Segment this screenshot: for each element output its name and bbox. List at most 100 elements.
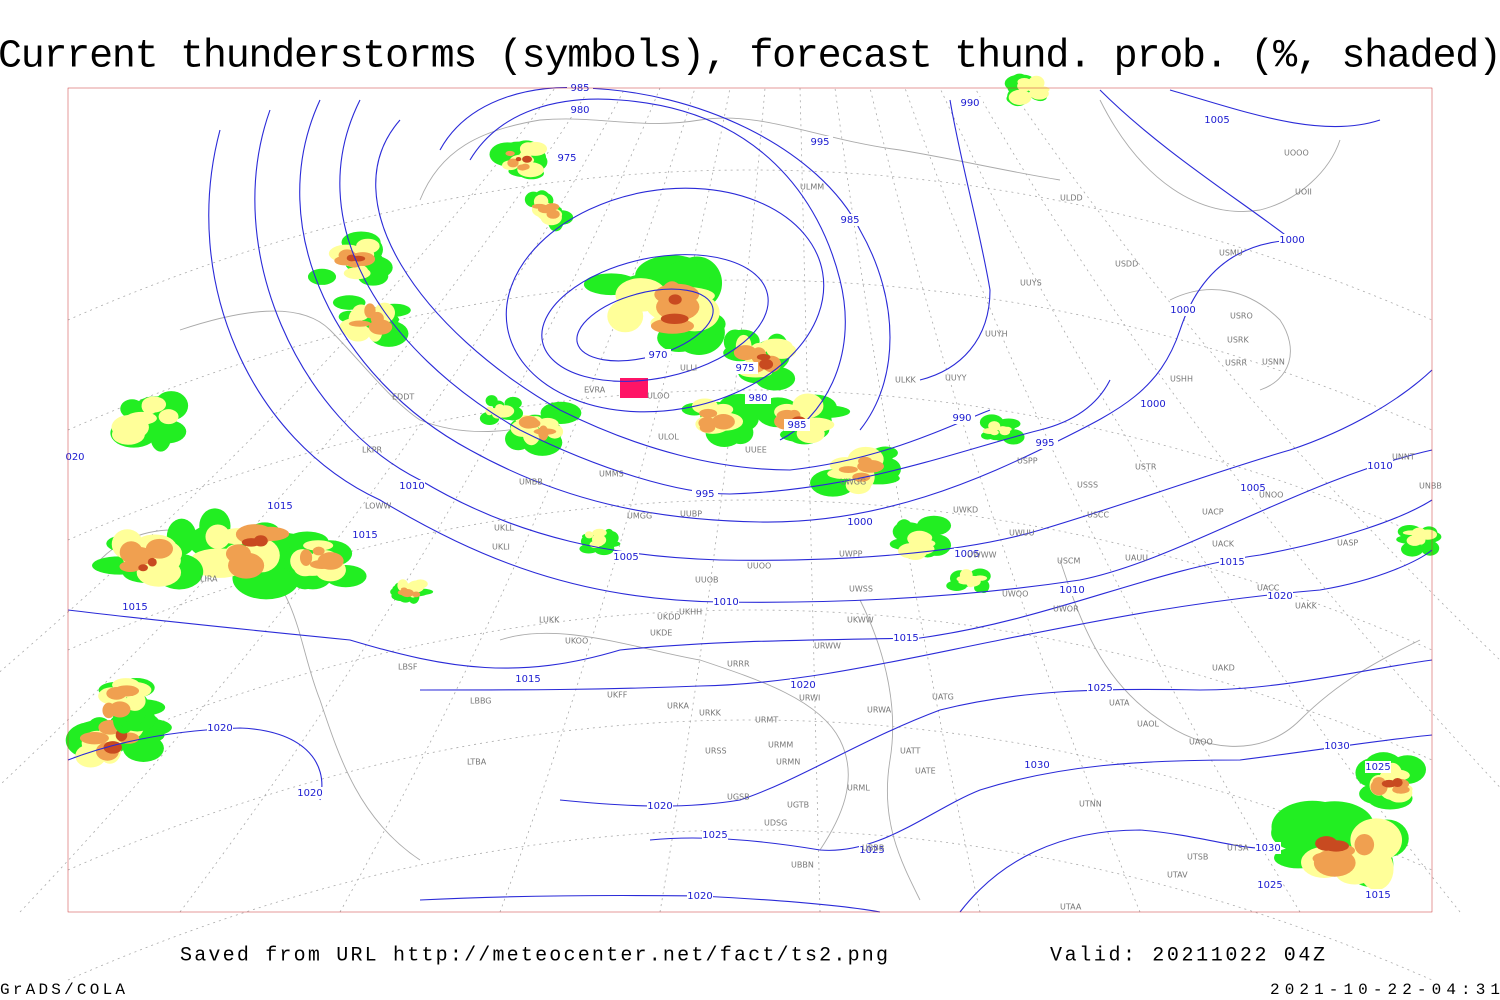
graticule [0, 87, 1500, 981]
station-code: URSS [705, 747, 727, 756]
station-code: UAOL [1137, 720, 1159, 729]
software: GrADS/COLA [0, 981, 125, 999]
station-code: UTSB [1187, 853, 1208, 862]
station-code: UWUU [1009, 529, 1035, 538]
station-code: UNBB [1419, 482, 1442, 491]
station-code: UUYY [945, 374, 967, 383]
isobar-label: 1015 [122, 602, 147, 613]
probability-area [111, 414, 149, 440]
probability-area [241, 538, 261, 547]
station-code: UACK [1212, 540, 1235, 549]
label-gap [1365, 889, 1391, 901]
station-code: USSS [1077, 481, 1098, 490]
probability-area [138, 564, 148, 572]
station-code: UTNN [1079, 800, 1102, 809]
isobar-label: 990 [952, 413, 971, 424]
station-code: URML [847, 784, 870, 793]
label-gap [352, 529, 378, 541]
isobar-label: 1020 [207, 723, 232, 734]
label-gap [1240, 482, 1266, 494]
station-code: UWKD [953, 506, 978, 515]
probability-area [102, 702, 116, 719]
isobar-label: 1025 [1365, 762, 1390, 773]
station-code: UWOO [1002, 590, 1028, 599]
isobar-label: 1020 [297, 788, 322, 799]
isobar-label: 1000 [1170, 305, 1195, 316]
station-code: URWI [799, 694, 820, 703]
meridian [19, 87, 626, 913]
probability-area [515, 157, 522, 162]
isobar-label: 980 [570, 105, 589, 116]
station-code: EVRA [584, 386, 606, 395]
station-code: ULOL [658, 433, 679, 442]
station-code: USMU [1219, 249, 1243, 258]
probability-area [517, 164, 528, 171]
probability-area [958, 579, 975, 585]
label-gap [1024, 759, 1050, 771]
probability-area [699, 408, 718, 418]
station-code: USDD [1115, 260, 1138, 269]
isobar-label: 1025 [702, 830, 727, 841]
label-gap [954, 548, 980, 560]
isobar-label: 1015 [267, 501, 292, 512]
label-gap [713, 596, 739, 608]
station-code: UUEE [745, 446, 767, 455]
parallel [67, 829, 1433, 981]
probability-area [343, 267, 371, 280]
thunderstorm-symbol [620, 378, 648, 398]
station-code: USPP [1017, 457, 1038, 466]
isobar-label: 1025 [1257, 880, 1282, 891]
isobar-label: 1020 [1267, 591, 1292, 602]
probability-area [1313, 848, 1356, 877]
meridian [1009, 87, 1500, 661]
station-code: UATA [1109, 699, 1130, 708]
station-code: LBBG [470, 697, 492, 706]
label-gap [893, 632, 919, 644]
isobar-label: 985 [787, 420, 806, 431]
station-code: UMMS [599, 470, 624, 479]
isobar-label: 1015 [1365, 890, 1390, 901]
probability-area [228, 552, 265, 579]
station-code: UWOR [1053, 605, 1079, 614]
station-code: USRK [1227, 336, 1249, 345]
station-code: UACP [1202, 508, 1224, 517]
label-gap [702, 829, 728, 841]
station-code: LOWW [365, 502, 391, 511]
station-code: UOOO [1284, 149, 1309, 158]
station-code: URRR [727, 660, 750, 669]
probability-area [119, 561, 142, 572]
station-code: ULLI [680, 364, 697, 373]
station-code: UKLI [492, 543, 510, 552]
label-gap [515, 673, 541, 685]
isobar-label: 995 [810, 137, 829, 148]
label-gap [297, 787, 323, 799]
station-code: UMGG [627, 512, 652, 521]
station-code: UNOO [1259, 491, 1283, 500]
station-code: LKPR [362, 446, 383, 455]
probability-area [79, 731, 109, 745]
isobar-label: 1025 [859, 845, 884, 856]
station-code: EDDT [392, 393, 414, 402]
label-gap [554, 152, 580, 164]
station-code: ULKK [895, 376, 917, 385]
station-code: UTAA [1060, 903, 1082, 912]
station-code: UGTB [787, 801, 809, 810]
station-code: USHH [1170, 375, 1193, 384]
label-gap [859, 844, 885, 856]
station-code: ULMM [800, 183, 824, 192]
station-code: UWPP [839, 550, 863, 559]
probability-area [119, 541, 143, 564]
label-gap [1219, 556, 1245, 568]
probability-area [407, 580, 425, 593]
label-gap [399, 480, 425, 492]
probability-area [756, 353, 771, 361]
label-gap [647, 800, 673, 812]
label-gap [732, 362, 758, 374]
map-labels: 985 980 975 970 975 980 985 990 995 985 990 995 1000… [62, 82, 1442, 912]
label-gap [1140, 398, 1166, 410]
station-code: UDSG [764, 819, 787, 828]
isobar-label: 1000 [1279, 235, 1304, 246]
probability-area [1418, 529, 1437, 540]
probability-area [792, 393, 824, 419]
isobar-label: 1030 [1255, 843, 1280, 854]
